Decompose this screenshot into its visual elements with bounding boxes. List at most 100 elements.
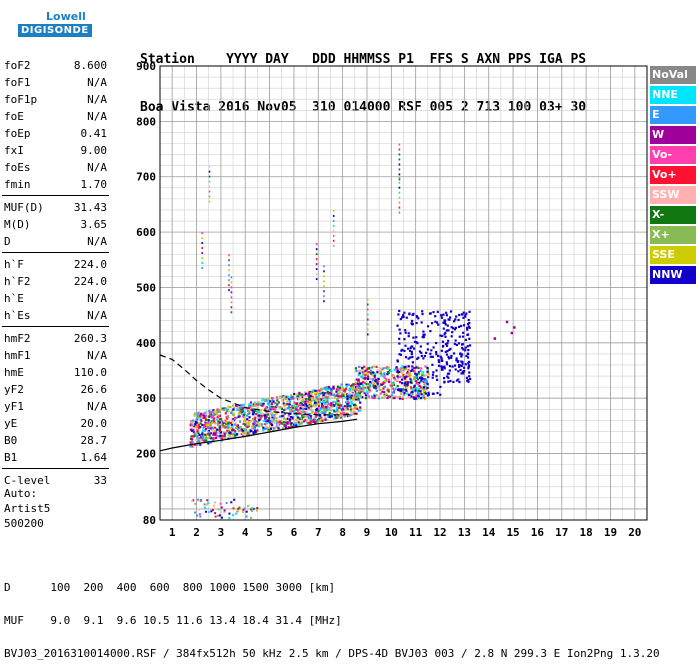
y-tick-label: 800 <box>136 115 156 128</box>
param-key: h`F2 <box>4 275 31 288</box>
data-point <box>295 418 298 421</box>
data-point <box>325 393 328 396</box>
data-point <box>423 378 426 381</box>
data-point <box>414 389 417 392</box>
data-point <box>259 414 262 418</box>
data-point <box>411 368 414 371</box>
param-key: foE <box>4 110 24 123</box>
data-point <box>321 405 324 408</box>
data-point <box>257 402 260 406</box>
data-point <box>205 439 208 442</box>
data-point <box>230 296 233 299</box>
data-point <box>256 507 259 510</box>
data-point <box>427 372 430 376</box>
data-point <box>208 185 211 188</box>
x-tick-label: 3 <box>218 526 225 539</box>
data-point <box>199 416 202 419</box>
data-point <box>446 349 449 353</box>
data-point <box>191 438 194 441</box>
data-point <box>290 394 293 397</box>
data-point <box>343 405 347 408</box>
data-point <box>298 410 301 413</box>
data-point <box>374 377 377 380</box>
data-point <box>270 423 274 427</box>
data-point <box>319 400 322 404</box>
data-point <box>307 406 310 409</box>
data-point <box>414 379 417 382</box>
data-point <box>367 371 370 374</box>
data-point <box>354 367 358 370</box>
data-point <box>439 355 442 358</box>
data-point <box>244 423 247 426</box>
data-point <box>272 400 275 403</box>
data-point <box>332 214 335 217</box>
data-point <box>403 376 406 379</box>
data-point <box>205 510 208 513</box>
data-point <box>194 511 197 514</box>
data-point <box>425 388 428 391</box>
data-point <box>301 405 304 409</box>
data-point <box>312 418 315 422</box>
data-point <box>245 422 249 426</box>
data-point <box>455 343 459 347</box>
param-key: foF1p <box>4 93 38 106</box>
data-point <box>407 374 410 377</box>
data-point <box>346 405 349 408</box>
data-point <box>460 353 464 356</box>
data-point <box>408 371 411 375</box>
data-point <box>235 426 238 430</box>
data-point <box>468 371 471 374</box>
data-point <box>345 408 348 411</box>
data-point <box>407 396 410 399</box>
data-point <box>389 384 392 387</box>
data-point <box>366 374 370 377</box>
data-point <box>378 385 381 388</box>
data-point <box>372 385 375 388</box>
data-point <box>288 406 291 409</box>
data-point <box>225 410 228 413</box>
data-point <box>400 378 404 381</box>
data-point <box>314 418 317 421</box>
data-point <box>286 407 289 410</box>
data-point <box>232 414 236 418</box>
data-point <box>247 409 250 412</box>
data-point <box>208 200 211 203</box>
station-header: Station YYYY DAY DDD HHMMSS P1 FFS S AXN… <box>140 20 586 132</box>
data-point <box>301 415 304 419</box>
data-point <box>373 372 377 375</box>
data-point <box>467 352 470 356</box>
data-point <box>436 391 439 395</box>
profile-line <box>159 418 358 452</box>
data-point <box>332 219 335 222</box>
data-point <box>213 433 217 436</box>
data-point <box>369 380 372 384</box>
data-point <box>228 279 230 282</box>
data-point <box>204 421 207 424</box>
data-point <box>280 422 283 425</box>
data-point <box>298 404 301 407</box>
data-point <box>391 383 394 386</box>
data-point <box>437 323 440 326</box>
data-point <box>510 331 514 335</box>
data-point <box>359 401 362 404</box>
data-point <box>276 399 279 402</box>
data-point <box>273 428 276 431</box>
param-key: D <box>4 235 11 248</box>
data-point <box>356 385 359 388</box>
data-point <box>346 395 349 398</box>
data-point <box>395 366 398 369</box>
data-point <box>415 321 418 325</box>
data-point <box>465 376 469 379</box>
data-point <box>246 505 249 508</box>
data-point <box>285 400 289 403</box>
data-point <box>255 410 258 413</box>
data-point <box>211 509 214 512</box>
data-point <box>431 373 435 376</box>
data-point <box>232 428 235 431</box>
data-point <box>390 376 394 379</box>
data-point <box>340 383 343 386</box>
data-point <box>392 395 395 398</box>
data-point <box>398 181 401 184</box>
data-point <box>226 415 230 418</box>
data-point <box>443 365 446 368</box>
